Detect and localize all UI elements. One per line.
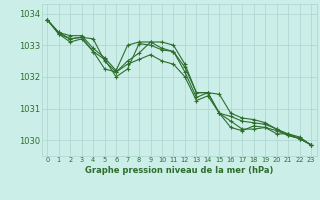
X-axis label: Graphe pression niveau de la mer (hPa): Graphe pression niveau de la mer (hPa) (85, 166, 273, 175)
